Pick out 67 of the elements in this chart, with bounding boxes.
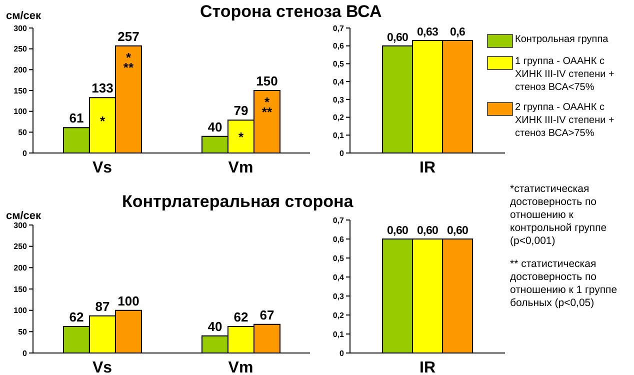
y-tick-label: 200 bbox=[14, 66, 28, 75]
data-label: 0,60 bbox=[386, 225, 408, 237]
y-tick-label: 0,2 bbox=[332, 113, 345, 122]
y-tick-label: 0 bbox=[22, 348, 28, 358]
y-tick-label: 300 bbox=[14, 220, 28, 230]
y-tick-label: 0,6 bbox=[332, 234, 345, 244]
annotation: * ** bbox=[262, 94, 273, 120]
legend-label: 1 группа - ОААНК с ХИНК III-IV степени + стеноз ВСА<75% bbox=[515, 55, 616, 94]
y-axis-title: см/сек bbox=[6, 210, 42, 222]
data-label: 0,60 bbox=[416, 225, 438, 237]
data-label: 79 bbox=[234, 103, 248, 118]
data-label: 0,60 bbox=[386, 32, 408, 44]
y-tick-label: 100 bbox=[14, 306, 28, 316]
y-tick-label: 250 bbox=[14, 242, 28, 252]
chart-title: Контрлатеральная сторона bbox=[122, 192, 354, 212]
data-label: 133 bbox=[92, 80, 114, 96]
y-tick-label: 250 bbox=[14, 44, 28, 54]
y-tick-label: 0,7 bbox=[332, 24, 345, 33]
y-tick-label: 0,3 bbox=[332, 292, 345, 301]
y-tick-label: 0,3 bbox=[332, 95, 345, 104]
data-label: 62 bbox=[69, 310, 84, 325]
y-tick-label: 50 bbox=[18, 328, 28, 337]
y-tick-label: 0,5 bbox=[332, 254, 345, 263]
annotation: * bbox=[238, 130, 244, 145]
data-label: 62 bbox=[234, 310, 248, 325]
text: *статистическая достоверность по отношению к контрольной группе (p<0,001) bbox=[510, 183, 608, 248]
y-tick-label: 0,6 bbox=[332, 42, 345, 51]
y-tick-label: 200 bbox=[14, 264, 28, 273]
data-label: 0,6 bbox=[450, 26, 466, 38]
data-label: 67 bbox=[260, 307, 274, 322]
annotation: * ** bbox=[123, 50, 134, 75]
data-label: 87 bbox=[95, 298, 110, 314]
chart-title: Сторона стеноза ВСА bbox=[200, 2, 382, 22]
data-label: 100 bbox=[118, 293, 140, 308]
y-tick-label: 0,2 bbox=[332, 310, 345, 320]
data-label: 257 bbox=[118, 28, 140, 44]
y-tick-label: 0,4 bbox=[332, 272, 345, 282]
y-tick-label: 150 bbox=[14, 284, 28, 294]
x-tick-label: Vm bbox=[228, 159, 254, 176]
x-tick-label: Vs bbox=[92, 359, 112, 375]
data-label: 40 bbox=[208, 119, 222, 134]
data-label: 40 bbox=[208, 318, 222, 334]
x-tick-label: Vm bbox=[228, 359, 254, 375]
legend-label: 2 группа - ОААНК с ХИНК III-IV степени + стеноз ВСА>75% bbox=[515, 101, 616, 140]
y-tick-label: 300 bbox=[14, 24, 28, 33]
y-tick-label: 0 bbox=[340, 348, 345, 358]
x-tick-label: IR bbox=[420, 359, 436, 375]
legend-label: Контрольная группа bbox=[515, 33, 608, 46]
y-tick-label: 50 bbox=[18, 128, 28, 138]
y-tick-label: 0,4 bbox=[332, 77, 345, 86]
data-label: 0,60 bbox=[446, 225, 468, 237]
y-tick-label: 0,1 bbox=[332, 330, 345, 339]
y-tick-label: 150 bbox=[14, 86, 28, 96]
y-axis-title: см/сек bbox=[6, 10, 42, 22]
x-tick-label: IR bbox=[420, 159, 436, 176]
data-label: 150 bbox=[256, 74, 278, 88]
data-label: 0,63 bbox=[416, 26, 438, 38]
text: ** статистическая достоверность по отношению к 1 группе больных (p<0,05) bbox=[510, 258, 618, 310]
annotation: * bbox=[100, 114, 106, 129]
y-tick-label: 100 bbox=[14, 107, 28, 116]
y-tick-label: 0,1 bbox=[332, 130, 345, 140]
y-tick-label: 0,5 bbox=[332, 60, 345, 69]
y-tick-label: 0 bbox=[22, 148, 28, 158]
y-tick-label: 0,7 bbox=[332, 216, 345, 225]
data-label: 61 bbox=[69, 110, 84, 126]
x-tick-label: Vs bbox=[92, 159, 112, 176]
y-tick-label: 0 bbox=[340, 148, 345, 158]
